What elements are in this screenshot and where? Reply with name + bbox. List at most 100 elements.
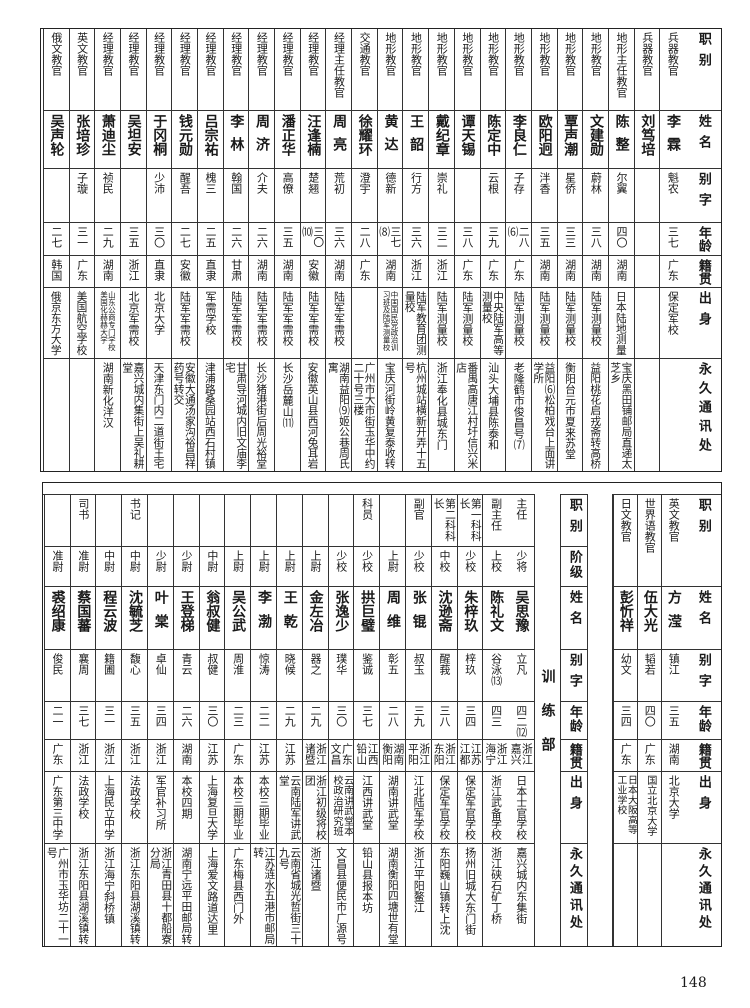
cell-alias: 祯民 [95,169,120,223]
alias-text: 高僚 [281,172,295,194]
cell-age: 三七 [70,702,96,740]
native-text: 广东 [512,259,526,281]
cell-native: 广东文昌 [328,740,354,772]
cell-address: 嘉兴城内东集街 [508,844,534,945]
cell-alias: 醒吾 [172,169,197,223]
education-text: 浙江武备学校 [489,775,503,840]
address-text: 上海爱文路道达里 [205,847,219,935]
address-text: 东阳巍山镇转上沈 [437,847,451,935]
person-column: 经理教官 潘正华 高僚 三五 湖南 陆军军需校 长沙岳麓山⑾ [274,29,300,471]
header-cell: 年龄 [685,223,721,256]
cell-role: 经理教官 [197,29,223,111]
rank-text: 准尉 [76,550,90,572]
native-text: 广东 [460,259,474,281]
cell-native: 湖南 [662,740,685,772]
person-column: 地形教官 李良仁 子存 二八⑹ 广东 陆军测量校 老隆鹤市俊昌号⑺ [505,29,531,471]
education-text: 日本士官学校 [514,775,528,840]
cell-alias: 星侨 [557,169,583,223]
cell-address: 长沙猪港街后周光裕堂 [249,359,274,469]
cell-education: 中央陆军高等测量校 [480,288,506,359]
native-text: 湖南 [101,259,115,281]
cell-rank: 少校 [354,547,380,587]
education-text: 陆军军需校 [178,291,192,346]
header-cell: 年龄 [561,702,587,740]
person-column: 经理教官 汪逢楠 楚翘 三〇⑽ 安徽 陆军军需校 安徽英山县西河兔耳岩 [299,29,326,471]
cell-name: 于冈桐 [146,111,172,169]
education-text: 陆军教育团测量校 [403,291,429,356]
native-text: 浙江 [154,743,168,765]
header-label: 职别 [695,498,711,540]
cell-name: 方滢 [662,587,685,650]
header-cell: 职别 [685,29,721,111]
name-text: 张锟 [410,590,427,638]
cell-role: 司书 [70,495,96,547]
cell-rank: 少尉 [148,547,173,587]
cell-role [302,495,328,547]
cell-address: 衡阳台元市夏来苏堂 [558,359,583,469]
age-text: 二三 [231,705,245,727]
cell-role: 英文教官 [69,29,95,111]
cell-role: 地形教官 [583,29,608,111]
department-text: 训练部 [539,669,556,771]
cell-address: 东阳巍山镇转上沈 [432,844,457,945]
role-text: 经理主任教官 [332,32,346,98]
name-text: 陈定中 [485,114,502,156]
cell-name: 陈礼文 [483,587,509,650]
role-text: 英文教官 [667,498,681,542]
address-text: 广州市玉华坊二十一号 [45,847,70,945]
native-text: 广东 [666,259,680,281]
rank-text: 少校 [334,550,348,572]
cell-role: 经理教官 [300,29,326,111]
education-text: 江北陆军学校 [412,775,426,840]
cell-address: 宝庆黑田铺邮局直递太芝乡 [609,359,634,469]
rank-text: 少校 [463,550,477,572]
header-label: 永久通讯处 [695,362,711,457]
cell-age: 三〇⑽ [300,223,326,256]
alias-text: 翰国 [229,172,243,194]
rank-text: 中校 [437,550,451,572]
cell-role: 地形教官 [557,29,583,111]
cell-name: 伍大光 [638,587,661,650]
person-column: 主任 少将 吴思豫 立凡 四二⑿ 浙江嘉兴 日本士官学校 嘉兴城内东集街 [508,495,534,946]
cell-role [277,495,302,547]
cell-address: 湖南宁远平田邮局转 [174,844,199,945]
cell-age: 三五 [531,223,557,256]
rank-text: 少校 [412,550,426,572]
cell-education: 本校四期 [173,772,199,844]
address-text: 湖南衡阳四塘世有堂 [386,847,400,945]
alias-text: 蔚林 [589,172,603,194]
education-text: 陆军测量校 [589,291,603,346]
cell-role [173,495,199,547]
cell-native: 广东 [44,740,70,772]
cell-education: 湖南讲武堂 [380,772,406,844]
rank-text: 中尉 [205,550,219,572]
name-text: 周亮 [331,114,348,160]
cell-alias [120,169,146,223]
cell-native: 浙江嘉兴 [508,740,534,772]
cell-name: 刘笃培 [634,111,660,169]
education-text: 日本陆地测量 [614,291,628,356]
name-text: 王登梯 [178,590,195,632]
cell-alias: 叔健 [199,650,225,702]
cell-role: 地形教官 [531,29,557,111]
header-cell: 永久通讯处 [685,359,721,469]
cell-alias: 青云 [173,650,199,702]
cell-age: 三九 [480,223,506,256]
cell-alias: 周淮 [225,650,251,702]
header-column: 职别 姓名 别字 年龄 籍贯 出身 永久通讯处 [685,29,721,471]
education-text: 陆军军需校 [306,291,320,346]
education-text: 江西讲武堂 [360,775,374,830]
cell-rank: 少校 [328,547,354,587]
cell-education: 陆军军需校 [300,288,326,359]
cell-name: 翁叔健 [199,587,225,650]
person-column: 交通教官 徐耀环 澄宇 二八 广东 广州市大市街玉华中约二十号三楼 [351,29,377,471]
education-text: 北京大学 [152,291,166,335]
cell-name: 吕宗祐 [197,111,223,169]
name-text: 朱梓玖 [462,590,479,632]
cell-native: 湖南衡阳 [380,740,406,772]
role-text: 经理教官 [126,32,140,76]
cell-alias: 少沛 [146,169,172,223]
name-text: 叶棠 [152,590,169,638]
role-text: 交通教官 [358,32,372,76]
header-cell: 别字 [685,169,721,223]
